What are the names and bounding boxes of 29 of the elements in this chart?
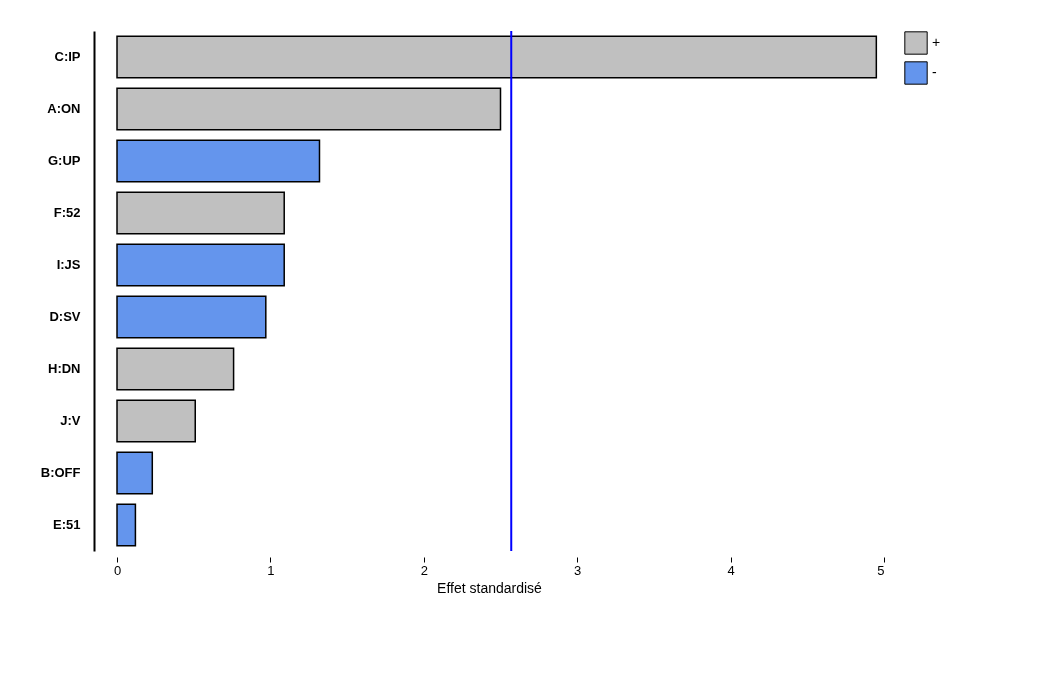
- bar: [116, 35, 878, 79]
- x-tick-label: 5: [877, 562, 885, 578]
- legend-label: +: [932, 34, 941, 50]
- x-tick-label: 2: [420, 562, 428, 578]
- x-tick-label: 3: [574, 562, 582, 578]
- bar: [116, 399, 196, 443]
- bar: [116, 243, 285, 287]
- y-tick-label: I:JS: [56, 257, 81, 272]
- x-axis-title: Effet standardisé: [437, 579, 543, 596]
- bar: [116, 295, 267, 339]
- y-tick-label: B:OFF: [40, 465, 81, 480]
- y-tick-label: A:ON: [47, 101, 81, 116]
- x-tick-label: 0: [113, 562, 122, 578]
- bar: [116, 451, 154, 495]
- bar: [116, 347, 235, 391]
- y-tick-label: J:V: [60, 413, 81, 428]
- y-tick-label: D:SV: [49, 309, 81, 324]
- y-tick-label: F:52: [53, 205, 81, 220]
- bar: [116, 503, 137, 547]
- y-tick-label: G:UP: [48, 153, 81, 168]
- legend-label: -: [932, 64, 937, 80]
- bar: [116, 87, 502, 131]
- y-tick-label: H:DN: [48, 361, 81, 376]
- bar: [116, 191, 285, 235]
- bar: [116, 139, 321, 183]
- x-tick-label: 1: [267, 562, 275, 578]
- y-tick-label: E:51: [53, 517, 81, 532]
- y-tick-label: C:IP: [54, 49, 81, 64]
- x-tick-label: 4: [727, 562, 735, 578]
